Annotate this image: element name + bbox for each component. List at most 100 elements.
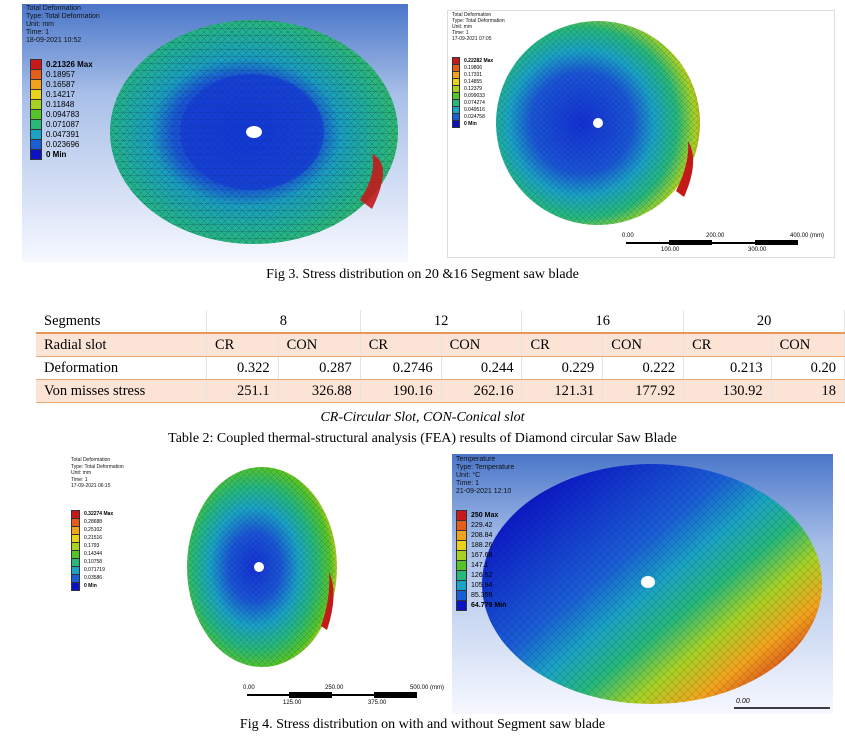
info-type: Type: Total Deformation xyxy=(452,18,505,24)
results-table: Segments 8 12 16 20 Radial slot CR CON C… xyxy=(36,310,845,403)
fig3-right-scale-200: 200.00 xyxy=(706,233,725,239)
fig3-caption: Fig 3. Stress distribution on 20 &16 Seg… xyxy=(266,267,579,282)
table-row: Radial slot CR CON CR CON CR CON CR CON xyxy=(36,333,845,357)
info-time: Time: 1 xyxy=(71,476,88,483)
legend-max: 0.32274 Max xyxy=(84,511,114,517)
info-title: Total Deformation xyxy=(452,12,492,18)
table-cell: 326.88 xyxy=(278,379,361,403)
fig4-left-scale-0: 0.00 xyxy=(243,685,255,691)
legend-value: 0.14217 xyxy=(46,89,75,99)
legend-value: 0.099033 xyxy=(464,92,485,99)
fig4-left-info: Total Deformation Type: Total Deformatio… xyxy=(71,457,124,490)
info-date: 17-09-2021 07:05 xyxy=(452,36,492,42)
fig4-right-info: Temperature Type: Temperature Unit: °C T… xyxy=(456,456,514,496)
table-cell: 0.322 xyxy=(206,356,279,380)
table-cell: CON xyxy=(278,333,361,357)
fig3-right-scale-300: 300.00 xyxy=(748,247,767,253)
legend-value: 0.074274 xyxy=(464,99,485,106)
table-row-label: Deformation xyxy=(36,356,207,380)
fig4-right-scale-0: 0.00 xyxy=(736,698,750,705)
legend-value: 0.11848 xyxy=(46,99,75,109)
info-date: 21-09-2021 12:10 xyxy=(456,488,512,495)
table-cell: CR xyxy=(360,333,442,357)
table-cell: CON xyxy=(771,333,845,357)
fig3-right-blade xyxy=(496,21,798,245)
legend-swatch xyxy=(456,599,467,611)
info-title: Temperature xyxy=(456,456,496,463)
table-cell: 121.31 xyxy=(521,379,604,403)
info-unit: Unit: mm xyxy=(71,470,91,476)
table-header-cell: 16 xyxy=(521,310,685,334)
info-unit: Unit: °C xyxy=(456,472,481,479)
legend-swatch xyxy=(452,119,460,128)
fig4-right-blade xyxy=(482,464,830,709)
fig4-left-scale-500: 500.00 (mm) xyxy=(410,685,444,691)
info-unit: Unit: mm xyxy=(26,21,54,28)
table-cell: 0.287 xyxy=(278,356,361,380)
info-unit: Unit: mm xyxy=(452,24,472,30)
info-date: 17-09-2021 06:15 xyxy=(71,483,111,489)
fig3-right-scale-400: 400.00 (mm) xyxy=(790,233,825,239)
table-cell: 251.1 xyxy=(206,379,279,403)
fig3-left-legend: 0.21326 Max 0.18957 0.16587 0.14217 0.11… xyxy=(30,58,93,160)
legend-value: 0.16587 xyxy=(46,79,75,89)
table-row-label: Von misses stress xyxy=(36,379,207,403)
table-cell: 130.92 xyxy=(683,379,772,403)
info-title: Total Deformation xyxy=(71,457,111,463)
table-cell: 18 xyxy=(771,379,845,403)
legend-value: 0.023696 xyxy=(46,139,80,149)
legend-value: 0.28688 xyxy=(84,519,103,525)
fig3-left-panel: Total Deformation Type: Total Deformatio… xyxy=(22,4,408,262)
legend-max: 0.21326 Max xyxy=(46,59,93,69)
table-row: Segments 8 12 16 20 xyxy=(36,310,845,334)
table-header-cell: 8 xyxy=(206,310,361,334)
fig4-right-legend: 250 Max 229.42 208.84 188.26 167.68 147.… xyxy=(456,509,507,611)
fig4-right-panel: Temperature Type: Temperature Unit: °C T… xyxy=(452,454,833,714)
legend-min: 0 Min xyxy=(46,149,67,159)
table-cell: CR xyxy=(206,333,279,357)
table-cell: 0.222 xyxy=(602,356,685,380)
table-row-label: Radial slot xyxy=(36,333,207,357)
table-cell: 0.244 xyxy=(441,356,523,380)
fig3-left-blade xyxy=(110,20,398,244)
legend-value: 147.1 xyxy=(471,561,489,569)
info-time: Time: 1 xyxy=(26,29,50,36)
legend-value: 105.94 xyxy=(471,581,493,589)
legend-min: 0 Min xyxy=(464,120,477,127)
legend-value: 188.26 xyxy=(471,541,493,549)
info-time: Time: 1 xyxy=(456,480,480,487)
legend-value: 0.18957 xyxy=(46,69,75,79)
legend-value: 0.047391 xyxy=(46,129,80,139)
fig4-left-scale-125: 125.00 xyxy=(283,700,302,706)
fig3-right-panel: Total Deformation Type: Total Deformatio… xyxy=(447,10,835,258)
table-cell: CR xyxy=(683,333,772,357)
info-time: Time: 1 xyxy=(452,30,469,36)
table-cell: 190.16 xyxy=(360,379,442,403)
fig3-right-info: Total Deformation Type: Total Deformatio… xyxy=(452,12,505,42)
legend-value: 208.84 xyxy=(471,531,493,539)
legend-value: 0.10758 xyxy=(84,559,103,565)
fig4-left-scale-250: 250.00 xyxy=(325,685,344,691)
table-row: Deformation 0.322 0.287 0.2746 0.244 0.2… xyxy=(36,356,845,380)
table-cell: CON xyxy=(441,333,523,357)
legend-value: 0.17331 xyxy=(464,71,483,78)
fig4-left-scale-375: 375.00 xyxy=(368,700,387,706)
table-note: CR-Circular Slot, CON-Conical slot xyxy=(320,410,525,425)
table-header-cell: 12 xyxy=(360,310,523,334)
legend-max: 250 Max xyxy=(471,511,499,519)
table-header-cell: Segments xyxy=(36,310,207,334)
legend-value: 0.03586 xyxy=(84,575,103,581)
legend-min: 64.779 Min xyxy=(471,601,507,609)
table-cell: CR xyxy=(521,333,604,357)
table-cell: 0.2746 xyxy=(360,356,442,380)
table-cell: 0.229 xyxy=(521,356,604,380)
info-date: 18-09-2021 10:52 xyxy=(26,37,82,44)
fig3-right-scale-100: 100.00 xyxy=(661,247,680,253)
legend-value: 126.52 xyxy=(471,571,493,579)
table-cell: 177.92 xyxy=(602,379,685,403)
legend-value: 167.68 xyxy=(471,551,493,559)
legend-value: 0.049516 xyxy=(464,106,485,113)
info-type: Type: Total Deformation xyxy=(26,13,100,20)
info-type: Type: Temperature xyxy=(456,464,515,471)
table-row: Von misses stress 251.1 326.88 190.16 26… xyxy=(36,379,845,403)
